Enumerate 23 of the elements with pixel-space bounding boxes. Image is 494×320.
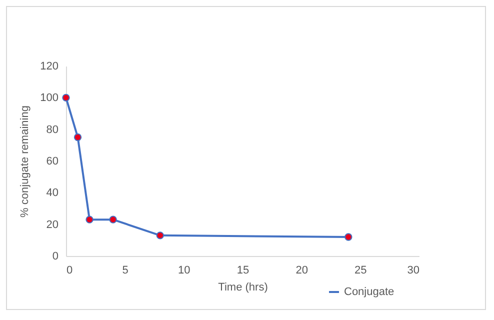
point bbox=[109, 216, 117, 224]
y-tick-label: 0 bbox=[52, 250, 58, 262]
y-tick-label: 40 bbox=[46, 187, 58, 200]
x-tick-label: 15 bbox=[236, 264, 250, 276]
x-tick-label: 0 bbox=[66, 264, 73, 276]
x-axis-title: Time (hrs) bbox=[218, 282, 268, 294]
y-tick-label: 100 bbox=[40, 92, 58, 104]
point bbox=[156, 232, 164, 240]
point bbox=[344, 233, 352, 241]
y-tick-label: 60 bbox=[46, 156, 58, 168]
y-axis-title: % conjugate remaining bbox=[19, 106, 32, 218]
x-tick-label: 20 bbox=[296, 264, 308, 276]
x-tick-label: 25 bbox=[354, 264, 367, 276]
y-tick-label: 120 bbox=[40, 60, 58, 72]
point bbox=[86, 216, 94, 224]
y-tick-label: 20 bbox=[46, 218, 58, 231]
x-tick-label: 10 bbox=[178, 264, 190, 276]
x-tick-label: 5 bbox=[122, 264, 128, 276]
legend-label: Conjugate bbox=[344, 286, 394, 298]
point bbox=[74, 133, 82, 142]
x-tick-label: 30 bbox=[407, 264, 420, 276]
y-tick-label: 80 bbox=[46, 124, 58, 136]
point bbox=[62, 94, 70, 102]
